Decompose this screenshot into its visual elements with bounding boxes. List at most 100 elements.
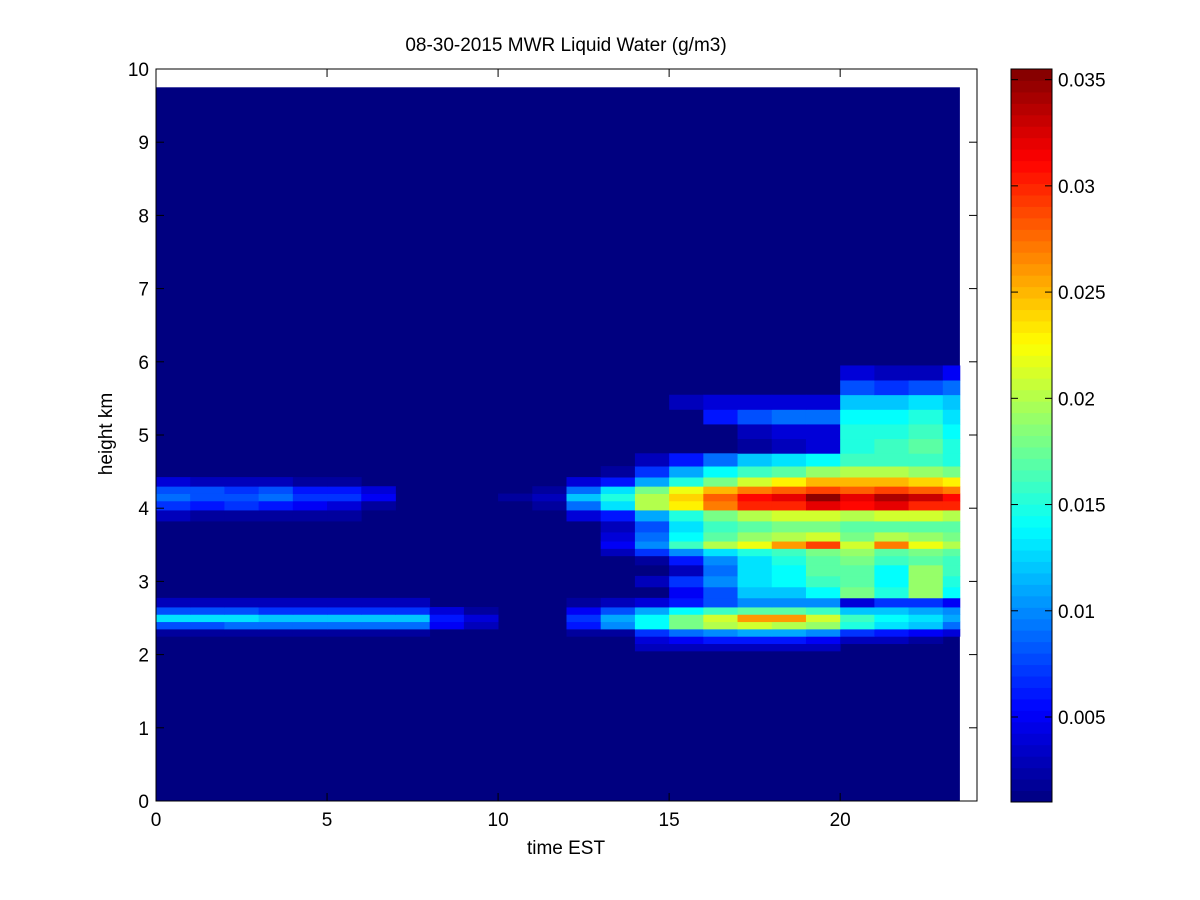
heatmap-cell <box>327 510 362 522</box>
heatmap-cell <box>703 555 738 566</box>
heatmap-cell <box>771 636 807 645</box>
colorbar-band <box>1011 332 1052 345</box>
colorbar-band <box>1011 137 1052 150</box>
heatmap-cell <box>840 521 875 533</box>
heatmap-cell <box>190 486 225 494</box>
heatmap-cell <box>600 531 636 542</box>
heatmap-cell <box>703 643 738 652</box>
heatmap-cell <box>874 510 909 522</box>
heatmap-cell <box>874 531 909 542</box>
heatmap-cell <box>840 586 875 599</box>
heatmap-cell <box>703 453 738 467</box>
heatmap-cell <box>258 500 294 511</box>
colorbar-band <box>1011 664 1052 677</box>
heatmap-cell <box>805 394 841 410</box>
heatmap-cell <box>566 510 602 522</box>
heatmap-cell <box>737 466 773 478</box>
heatmap-cell <box>874 394 909 410</box>
heatmap-cell <box>327 621 362 630</box>
colorbar-band <box>1011 492 1052 505</box>
heatmap-cell <box>669 486 704 494</box>
heatmap-cell <box>190 500 225 511</box>
heatmap-cell <box>258 614 294 623</box>
heatmap-cell <box>634 575 670 588</box>
heatmap-cell <box>634 510 670 522</box>
y-tick-label: 1 <box>138 719 149 740</box>
heatmap-cell <box>190 628 225 637</box>
heatmap-cell <box>327 500 362 511</box>
heatmap-cell <box>737 493 773 502</box>
heatmap-cell <box>703 614 738 623</box>
colorbar-band <box>1011 183 1052 196</box>
heatmap-cell <box>942 477 961 487</box>
colorbar-tick-label: 0.02 <box>1058 389 1095 410</box>
heatmap-cell <box>771 607 807 615</box>
heatmap-cell <box>874 636 909 645</box>
heatmap-cell <box>463 607 499 615</box>
heatmap-cell <box>737 438 773 454</box>
heatmap-cell <box>190 477 225 487</box>
heatmap-cell <box>840 555 875 566</box>
heatmap-cell <box>805 621 841 630</box>
heatmap-cell <box>737 643 773 652</box>
heatmap-cell <box>771 466 807 478</box>
heatmap-cell <box>737 486 773 494</box>
heatmap-cell <box>224 614 260 623</box>
colorbar-band <box>1011 80 1052 93</box>
colorbar-band <box>1011 229 1052 242</box>
heatmap-cell <box>634 597 670 608</box>
heatmap-cell <box>224 486 260 494</box>
heatmap-cell <box>874 621 909 630</box>
heatmap-cell <box>703 575 738 588</box>
heatmap-cell <box>361 500 396 511</box>
heatmap-cell <box>840 548 875 557</box>
colorbar-band <box>1011 252 1052 265</box>
heatmap-cell <box>805 575 841 588</box>
heatmap-cell <box>190 614 225 623</box>
heatmap-cell <box>805 486 841 494</box>
heatmap-cell <box>908 621 944 630</box>
x-axis-ticks: 0 5 10 15 20 <box>151 69 851 831</box>
heatmap-cell <box>258 477 294 487</box>
y-tick-label: 7 <box>138 280 149 301</box>
heatmap-cell <box>737 541 773 549</box>
colorbar-band <box>1011 149 1052 162</box>
heatmap-cell <box>703 510 738 522</box>
heatmap-cell <box>874 365 909 381</box>
heatmap-cell <box>840 575 875 588</box>
heatmap-cell <box>224 597 260 608</box>
heatmap-cell <box>840 621 875 630</box>
heatmap-cell <box>258 607 294 615</box>
heatmap-cell <box>703 541 738 549</box>
heatmap-cell <box>669 521 704 533</box>
colorbar-band <box>1011 744 1052 757</box>
heatmap-cell <box>874 380 909 396</box>
heatmap-cell <box>600 477 636 487</box>
heatmap-cell <box>737 500 773 511</box>
heatmap-cell <box>429 621 465 630</box>
heatmap-cell <box>737 453 773 467</box>
colorbar-band <box>1011 618 1052 631</box>
heatmap-cell <box>874 486 909 494</box>
colorbar-band <box>1011 412 1052 425</box>
heatmap-cell <box>669 636 704 645</box>
heatmap-cell <box>669 614 704 623</box>
heatmap-cell <box>942 453 961 467</box>
heatmap-cell <box>703 621 738 630</box>
heatmap-cell <box>327 614 362 623</box>
heatmap-cell <box>840 394 875 410</box>
heatmap-cell <box>771 486 807 494</box>
heatmap-cell <box>771 548 807 557</box>
heatmap-cell <box>805 477 841 487</box>
heatmap-cell <box>942 628 961 637</box>
plot-area: 0 5 10 15 20 0 1 2 3 4 5 6 7 8 9 10 <box>128 60 978 831</box>
colorbar-band <box>1011 595 1052 608</box>
colorbar-band <box>1011 687 1052 700</box>
heatmap-cell <box>292 628 328 637</box>
heatmap-cell <box>669 607 704 615</box>
heatmap-cell <box>703 586 738 599</box>
heatmap-cell <box>805 521 841 533</box>
colorbar-band <box>1011 790 1052 803</box>
heatmap-cell <box>771 477 807 487</box>
colorbar-band <box>1011 767 1052 780</box>
